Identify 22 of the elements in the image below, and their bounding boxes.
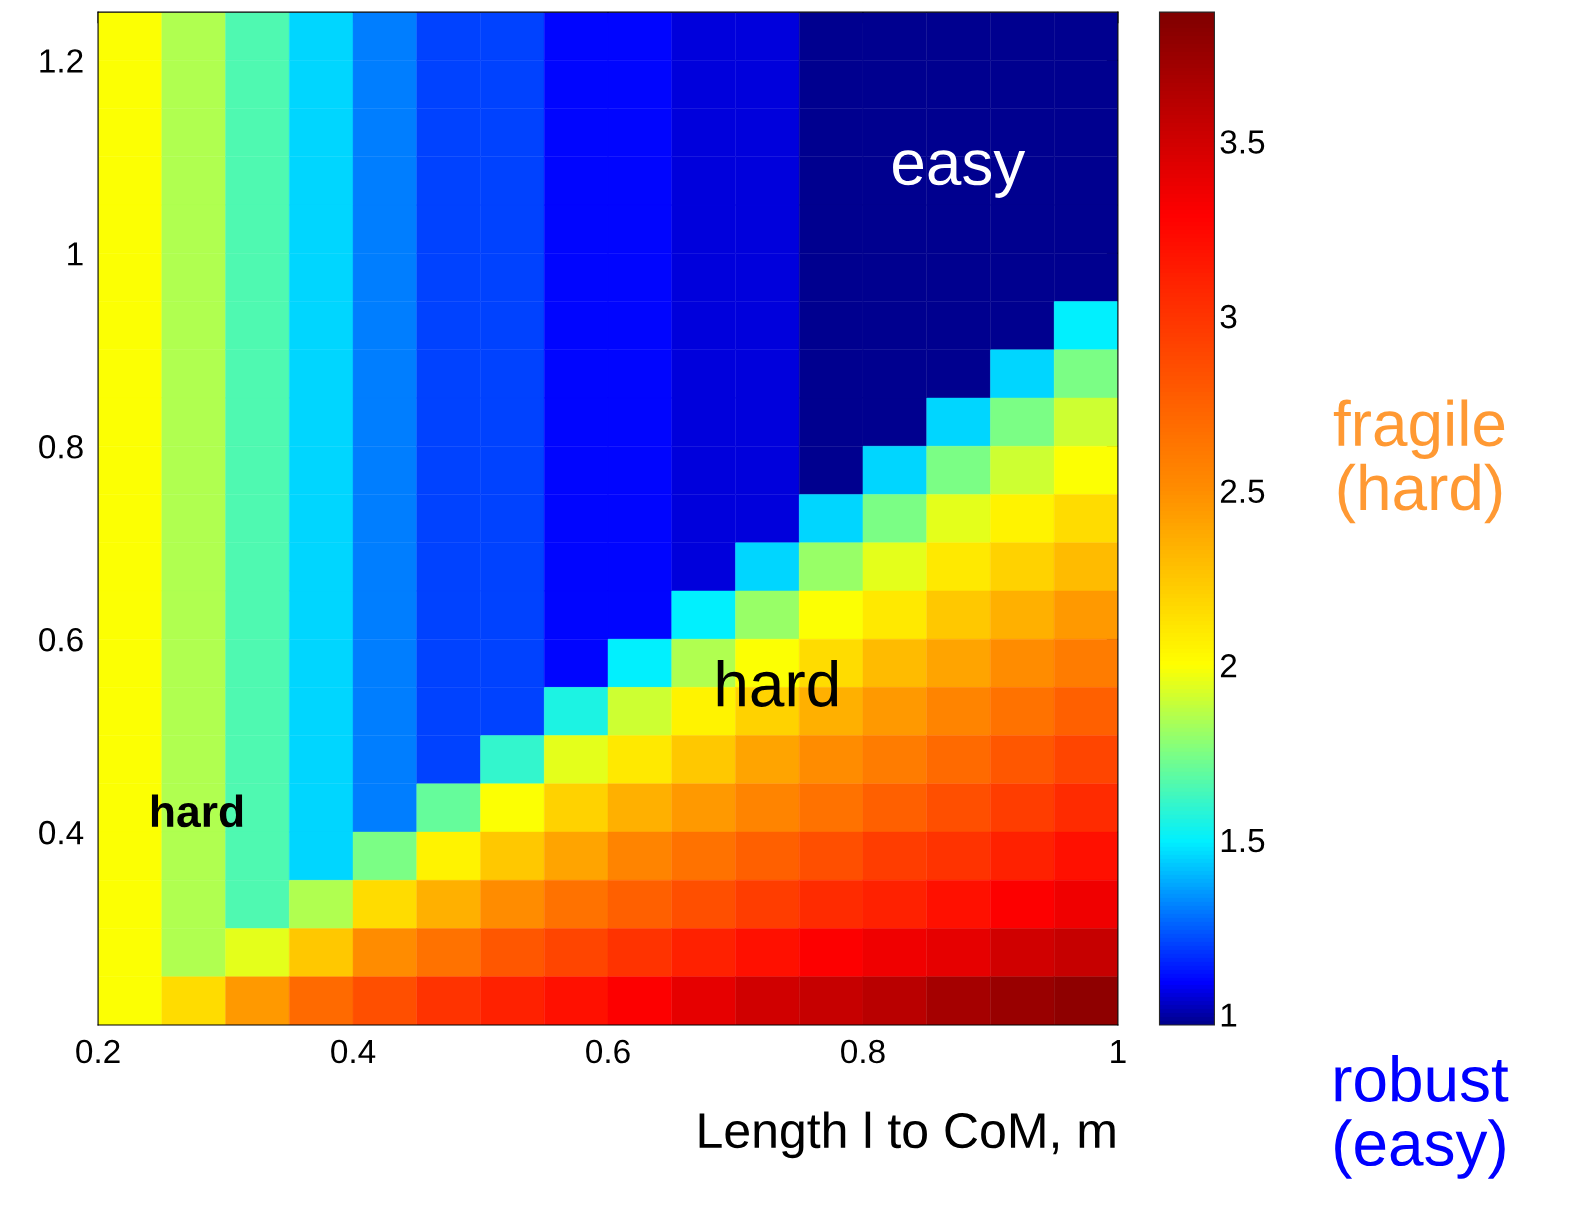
y-tick-label: 0.6 (39, 627, 83, 652)
x-tick-label: 0.2 (76, 1039, 120, 1064)
text: fragile (hard) (1333, 399, 1505, 524)
x-tick-label: 0.8 (841, 1039, 885, 1064)
color-bar-label: 2.5 (1220, 479, 1265, 504)
text: robust (easy) (1335, 1055, 1509, 1179)
y-tick-label: 0.8 (39, 435, 83, 459)
color-bar-label: 3.5 (1220, 130, 1265, 154)
annotation: hard (151, 794, 243, 828)
x-tick-label: 0.4 (331, 1039, 376, 1064)
x-axis-title: Length l to CoM, m (699, 1111, 1115, 1159)
y-tick-label: 0.4 (39, 820, 84, 845)
y-tick-label: 1.2 (40, 49, 83, 73)
color-bar-label: 2 (1220, 654, 1237, 678)
color-bar-label: 1.5 (1221, 829, 1265, 853)
y-tick-label: 1 (68, 242, 83, 266)
color-bar-label: 3 (1220, 304, 1237, 329)
annotation: hard (717, 659, 838, 707)
annotation: easy (893, 150, 1026, 198)
x-tick-label: 1 (1111, 1040, 1126, 1064)
x-tick-label: 0.6 (586, 1039, 630, 1064)
color-bar-label: 1 (1221, 1003, 1237, 1027)
